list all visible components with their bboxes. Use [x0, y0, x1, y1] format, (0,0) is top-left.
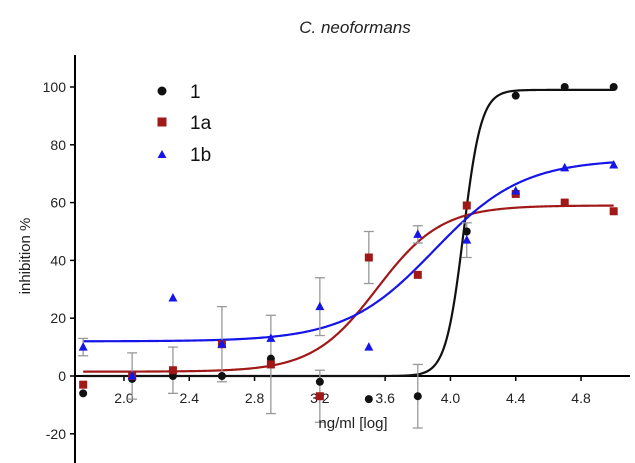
fit-curve-1a: [83, 206, 614, 372]
fit-curves: [83, 90, 614, 376]
data-point-1: [463, 228, 471, 236]
legend-marker-1: [158, 87, 167, 96]
legend-label-1a: 1a: [190, 113, 212, 134]
chart-title: C. neoformans: [299, 18, 411, 37]
data-point-1: [218, 372, 226, 380]
data-point-1: [79, 389, 87, 397]
x-tick-label: 2.0: [114, 390, 134, 406]
data-point-1a: [610, 207, 618, 215]
data-point-1b: [79, 342, 88, 351]
data-point-1a: [267, 360, 275, 368]
data-point-1b: [413, 229, 422, 238]
data-point-1a: [414, 271, 422, 279]
data-point-1a: [561, 199, 569, 207]
y-axis-label: inhibition %: [17, 218, 34, 295]
x-tick-label: 4.8: [571, 390, 591, 406]
legend-item-1: 1: [158, 82, 201, 103]
legend-label-1b: 1b: [190, 145, 211, 166]
fit-curve-1: [83, 90, 614, 376]
y-tick-label: 40: [50, 252, 66, 268]
x-tick-label: 4.4: [506, 390, 526, 406]
error-bars: [78, 223, 472, 428]
x-axis-label: ng/ml [log]: [318, 415, 387, 432]
y-tick-label: 20: [50, 310, 66, 326]
x-ticks: 2.02.42.83.23.64.04.44.8: [114, 376, 591, 406]
legend: 1 1a 1b: [158, 82, 212, 166]
data-point-1b: [315, 302, 324, 311]
x-tick-label: 2.4: [180, 390, 200, 406]
legend-item-1b: 1b: [158, 145, 212, 166]
y-tick-label: -20: [46, 426, 66, 442]
y-ticks: -20 0 20 40 60 80 100: [43, 79, 75, 442]
data-point-1b: [364, 342, 373, 351]
legend-item-1a: 1a: [158, 113, 212, 134]
y-tick-label: 60: [50, 195, 66, 211]
data-point-1: [365, 395, 373, 403]
data-point-1b: [609, 160, 618, 169]
fit-curve-1b: [83, 162, 614, 341]
data-point-1: [610, 83, 618, 91]
y-tick-label: 80: [50, 137, 66, 153]
data-point-1: [414, 392, 422, 400]
data-point-1: [561, 83, 569, 91]
data-point-1a: [365, 254, 373, 262]
data-point-1a: [79, 381, 87, 389]
y-tick-label: 100: [43, 79, 67, 95]
legend-marker-1b: [158, 150, 167, 158]
data-point-1a: [316, 392, 324, 400]
data-point-1: [316, 378, 324, 386]
x-tick-label: 3.6: [375, 390, 395, 406]
y-tick-label: 0: [58, 368, 66, 384]
data-points: [79, 83, 619, 403]
legend-marker-1a: [158, 118, 167, 127]
x-tick-label: 2.8: [245, 390, 265, 406]
data-point-1a: [169, 366, 177, 374]
x-tick-label: 4.0: [441, 390, 461, 406]
data-point-1a: [463, 201, 471, 209]
legend-label-1: 1: [190, 82, 201, 103]
data-point-1b: [168, 293, 177, 302]
data-point-1: [512, 92, 520, 100]
